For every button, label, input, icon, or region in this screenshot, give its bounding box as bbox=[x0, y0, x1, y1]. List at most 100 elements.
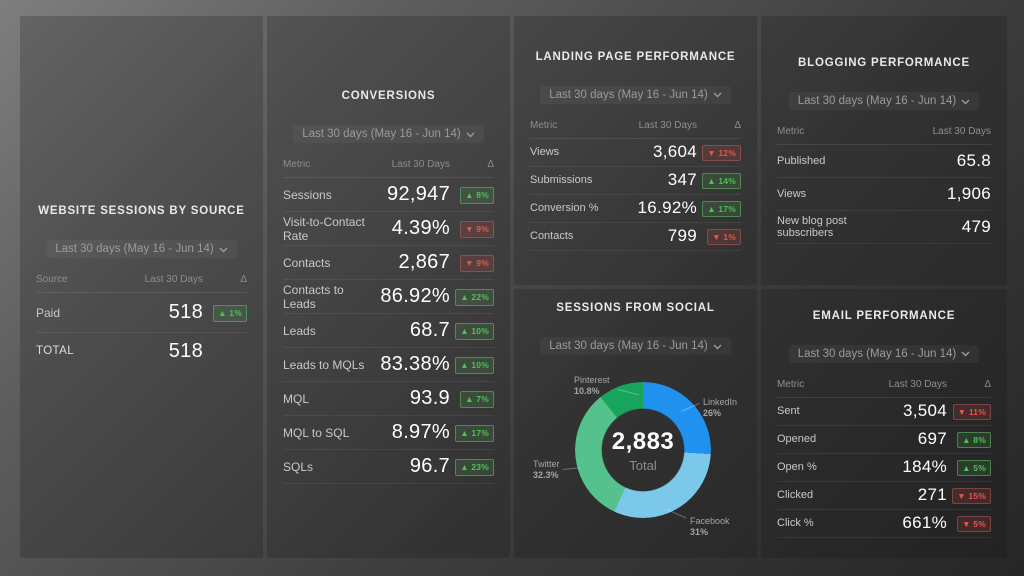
metric-label: Submissions bbox=[530, 174, 593, 186]
date-range-label: Last 30 days (May 16 - Jun 14) bbox=[55, 243, 214, 255]
date-range-dropdown[interactable]: Last 30 days (May 16 - Jun 14) bbox=[293, 125, 484, 143]
date-range-dropdown[interactable]: Last 30 days (May 16 - Jun 14) bbox=[788, 344, 980, 363]
table-row: Visit-to-Contact Rate 4.39% ▼ 9% bbox=[283, 212, 494, 246]
metric-label: MQL bbox=[283, 391, 310, 406]
delta-badge: ▲ 7% bbox=[460, 391, 494, 408]
delta-badge: ▼ 11% bbox=[952, 403, 991, 421]
delta-badge: ▲ 10% bbox=[455, 357, 494, 374]
date-range-dropdown[interactable]: Last 30 days (May 16 - Jun 14) bbox=[540, 337, 731, 355]
date-range-label: Last 30 days (May 16 - Jun 14) bbox=[797, 95, 957, 107]
metric-value: 3,604 bbox=[652, 142, 697, 161]
metric-value: 479 bbox=[961, 217, 991, 236]
column-last-30-days: Last 30 Days bbox=[888, 378, 947, 390]
delta-badge: ▲ 17% bbox=[455, 425, 494, 442]
segment-label-pinterest: Pinterest 10.8% bbox=[574, 375, 610, 396]
table-header: Metric Last 30 Days Δ bbox=[777, 373, 991, 398]
metric-label: Published bbox=[777, 155, 826, 167]
metric-label: Conversion % bbox=[530, 202, 599, 214]
table-row: SQLs 96.7 ▲ 23% bbox=[283, 450, 494, 484]
chevron-down-icon bbox=[961, 99, 970, 104]
chevron-down-icon bbox=[713, 92, 722, 98]
panel-landing-page: LANDING PAGE PERFORMANCE Last 30 days (M… bbox=[514, 16, 757, 285]
table-row: Views 1,906 bbox=[777, 178, 991, 211]
metric-value: 65.8 bbox=[956, 151, 991, 170]
panel-title: WEBSITE SESSIONS BY SOURCE bbox=[38, 205, 245, 217]
table-row: Leads 68.7 ▲ 10% bbox=[283, 314, 494, 348]
social-donut[interactable] bbox=[575, 382, 711, 518]
metric-label: Visit-to-Contact Rate bbox=[283, 214, 365, 243]
table-row: Open % 184% ▲ 5% bbox=[777, 454, 991, 482]
delta-badge: ▲ 8% bbox=[460, 187, 494, 204]
table-row: Sessions 92,947 ▲ 8% bbox=[283, 178, 494, 212]
metric-value: 68.7 bbox=[409, 319, 450, 341]
table-row: Paid 518 ▲ 1% bbox=[36, 293, 247, 333]
metric-label: Click % bbox=[777, 517, 814, 529]
table-row: MQL to SQL 8.97% ▲ 17% bbox=[283, 416, 494, 450]
metric-label: SQLs bbox=[283, 459, 314, 474]
column-delta: Δ bbox=[734, 119, 741, 131]
table-row: Contacts 799 ▼ 1% bbox=[530, 223, 741, 251]
metric-label: New blog post subscribers bbox=[777, 215, 847, 239]
delta-badge: ▼ 15% bbox=[952, 487, 991, 505]
table-row: Opened 697 ▲ 8% bbox=[777, 426, 991, 454]
date-range-dropdown[interactable]: Last 30 days (May 16 - Jun 14) bbox=[46, 240, 237, 258]
date-range-dropdown[interactable]: Last 30 days (May 16 - Jun 14) bbox=[540, 85, 731, 104]
delta-badge: ▼ 1% bbox=[707, 228, 741, 246]
column-last-30-days: Last 30 Days bbox=[932, 126, 991, 137]
table-row: New blog post subscribers 479 bbox=[777, 211, 991, 244]
column-source: Source bbox=[36, 274, 68, 285]
column-last-30-days: Last 30 Days bbox=[391, 159, 450, 170]
date-range-label: Last 30 days (May 16 - Jun 14) bbox=[549, 340, 708, 352]
metric-label: Leads to MQLs bbox=[283, 357, 365, 372]
segment-label-twitter: Twitter 32.3% bbox=[533, 459, 560, 480]
date-range-dropdown[interactable]: Last 30 days (May 16 - Jun 14) bbox=[788, 92, 980, 110]
metric-value: 271 bbox=[917, 485, 947, 504]
metric-value: 86.92% bbox=[380, 285, 450, 307]
metric-label: Sent bbox=[777, 405, 800, 417]
column-delta: Δ bbox=[487, 159, 494, 170]
table-header: Metric Last 30 Days bbox=[777, 120, 991, 145]
metric-value: 16.92% bbox=[637, 198, 697, 217]
metric-value: 92,947 bbox=[387, 183, 450, 205]
delta-badge: ▲ 8% bbox=[957, 431, 991, 449]
panel-title: LANDING PAGE PERFORMANCE bbox=[535, 50, 736, 63]
panel-conversions: CONVERSIONS Last 30 days (May 16 - Jun 1… bbox=[267, 16, 510, 558]
panel-title: BLOGGING PERFORMANCE bbox=[798, 57, 970, 69]
table-row: Contacts 2,867 ▼ 9% bbox=[283, 246, 494, 280]
delta-badge: ▼ 9% bbox=[460, 221, 494, 238]
segment-label-facebook: Facebook 31% bbox=[690, 516, 730, 537]
chevron-down-icon bbox=[713, 344, 722, 349]
table-row-total: TOTAL 518 bbox=[36, 333, 247, 369]
metric-label: Contacts bbox=[283, 255, 331, 270]
delta-badge: ▲ 14% bbox=[702, 172, 741, 190]
metric-label: Open % bbox=[777, 461, 817, 473]
table-row: MQL 93.9 ▲ 7% bbox=[283, 382, 494, 416]
panel-title: SESSIONS FROM SOCIAL bbox=[556, 302, 715, 314]
table-row: Click % 661% ▼ 5% bbox=[777, 510, 991, 538]
chevron-down-icon bbox=[466, 132, 475, 137]
metric-label: Clicked bbox=[777, 489, 814, 501]
table-row: Views 3,604 ▼ 12% bbox=[530, 139, 741, 167]
table-row: Submissions 347 ▲ 14% bbox=[530, 167, 741, 195]
metric-value: 8.97% bbox=[391, 421, 450, 443]
metric-label: Paid bbox=[36, 305, 61, 320]
panel-sessions-from-social: SESSIONS FROM SOCIAL Last 30 days (May 1… bbox=[514, 289, 757, 558]
table-row: Conversion % 16.92% ▲ 17% bbox=[530, 195, 741, 223]
delta-badge: ▼ 12% bbox=[702, 144, 741, 162]
date-range-label: Last 30 days (May 16 - Jun 14) bbox=[302, 128, 461, 140]
column-last-30-days: Last 30 Days bbox=[638, 119, 697, 131]
label-connector bbox=[666, 509, 687, 519]
column-metric: Metric bbox=[777, 378, 805, 390]
metric-value: 93.9 bbox=[409, 387, 450, 409]
chevron-down-icon bbox=[961, 351, 970, 357]
total-label: TOTAL bbox=[36, 345, 74, 357]
table-header: Source Last 30 Days Δ bbox=[36, 268, 247, 293]
segment-label-linkedin: LinkedIn 26% bbox=[703, 397, 738, 418]
metric-value: 697 bbox=[917, 429, 947, 448]
delta-badge: ▲ 5% bbox=[957, 459, 991, 477]
table-row: Contacts to Leads 86.92% ▲ 22% bbox=[283, 280, 494, 314]
delta-badge: ▲ 23% bbox=[455, 459, 494, 476]
total-value: 518 bbox=[168, 339, 203, 362]
metric-value: 4.39% bbox=[391, 217, 450, 239]
column-delta: Δ bbox=[984, 378, 991, 390]
